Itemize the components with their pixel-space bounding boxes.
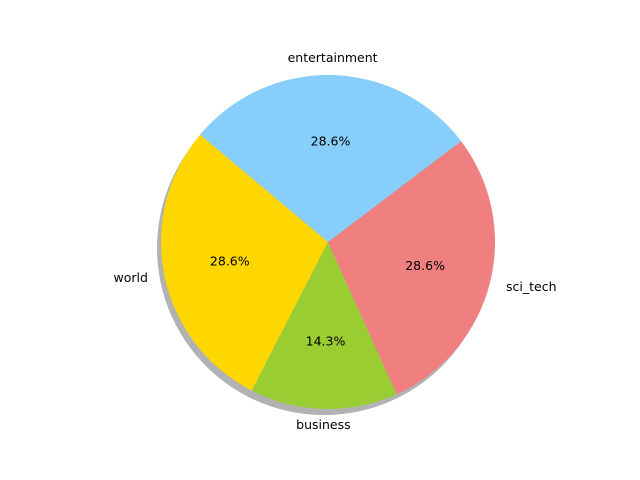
pie-labels: world 28.6% business 14.3% sci_tech 28.6% ente…: [114, 50, 557, 432]
category-label-world: world: [114, 270, 148, 285]
slice-world: [161, 134, 328, 391]
category-label-entertainment: entertainment: [288, 50, 378, 65]
percent-label-world: 28.6%: [210, 253, 250, 268]
percent-label-entertainment: 28.6%: [311, 133, 351, 148]
slice-business: [251, 242, 397, 409]
slice-sci_tech: [328, 141, 495, 395]
slice-entertainment: [200, 74, 462, 242]
percent-label-sci_tech: 28.6%: [405, 258, 445, 273]
category-label-sci_tech: sci_tech: [506, 279, 557, 294]
pie-slices: [161, 74, 495, 409]
category-label-business: business: [296, 417, 350, 432]
percent-label-business: 14.3%: [306, 334, 346, 349]
